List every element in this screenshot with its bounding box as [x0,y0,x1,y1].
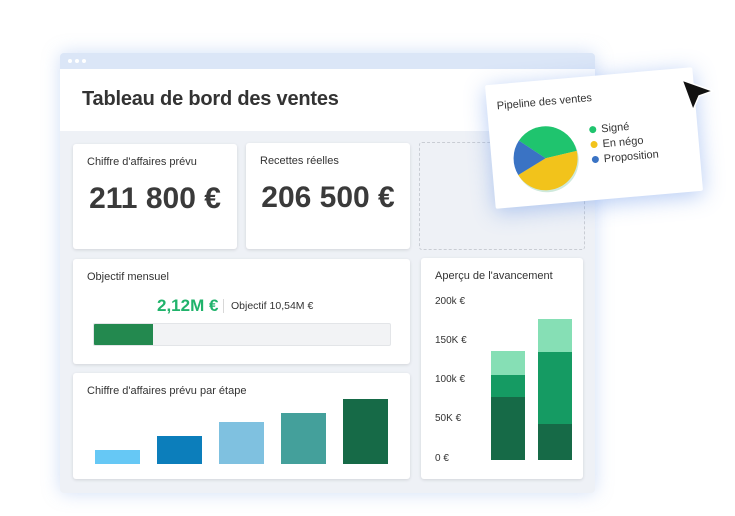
window-dot [82,59,86,63]
monthly-goal-card[interactable]: Objectif mensuel 2,12M € Objectif 10,54M… [73,259,410,364]
legend-item-proposal: Proposition [591,148,659,166]
pie-slice[interactable] [517,150,581,193]
y-tick-label: 0 € [435,453,449,464]
legend-dot [591,155,600,163]
card-label: Chiffre d'affaires prévu [87,156,197,168]
stage-revenue-chart-card[interactable]: Chiffre d'affaires prévu par étape [73,373,410,479]
progress-overview-card[interactable]: Aperçu de l'avancement 200k € 150K € 100… [421,258,583,479]
progress-bar-segment[interactable] [538,318,572,352]
y-tick-label: 200k € [435,296,466,307]
forecast-revenue-value: 211 800 € [89,182,221,215]
mouse-pointer-icon [681,79,714,111]
stage-bar[interactable] [219,421,264,464]
progress-bar-segment[interactable] [538,351,572,425]
pie-slice[interactable] [512,138,547,175]
card-label: Recettes réelles [260,155,339,167]
progress-bar-segment[interactable] [491,396,525,460]
progress-bar-segment[interactable] [538,424,572,460]
goal-current-value: 2,12M € [157,296,219,315]
stage-bar[interactable] [343,399,388,464]
card-label: Objectif mensuel [87,271,169,283]
y-tick-label: 100k € [435,374,466,385]
forecast-revenue-card[interactable]: Chiffre d'affaires prévu 211 800 € [73,144,237,249]
progress-bar-segment[interactable] [491,350,525,375]
pipeline-pie-chart [512,124,581,193]
goal-progress-bar [93,323,391,346]
stage-bar[interactable] [281,413,326,464]
stage-bar[interactable] [157,435,202,464]
legend-dot [590,140,598,148]
popup-title: Pipeline des ventes [496,92,593,113]
legend-label: En négo [602,134,644,151]
window-dot [68,59,72,63]
legend-item-negotiation: En négo [590,135,644,152]
sales-pipeline-popup[interactable]: Pipeline des ventes Signé En négo Propos… [484,67,704,209]
actual-revenue-card[interactable]: Recettes réelles 206 500 € [246,143,410,249]
legend-dot [588,125,597,133]
pie-slice[interactable] [518,124,577,161]
legend-item-signed: Signé [588,120,630,136]
goal-progress-fill [94,324,154,345]
stage-bar[interactable] [95,449,140,464]
legend-label: Proposition [603,148,660,166]
legend-label: Signé [600,120,630,136]
actual-revenue-value: 206 500 € [261,181,395,214]
y-tick-label: 150K € [435,335,467,346]
y-tick-label: 50K € [435,413,462,424]
chart-title: Aperçu de l'avancement [435,270,553,282]
page-title: Tableau de bord des ventes [82,88,339,110]
window-titlebar [60,53,595,69]
window-dot [75,59,79,63]
divider [223,299,224,313]
chart-title: Chiffre d'affaires prévu par étape [87,385,247,397]
goal-target-value: Objectif 10,54M € [231,300,314,312]
progress-bar-segment[interactable] [491,374,525,397]
